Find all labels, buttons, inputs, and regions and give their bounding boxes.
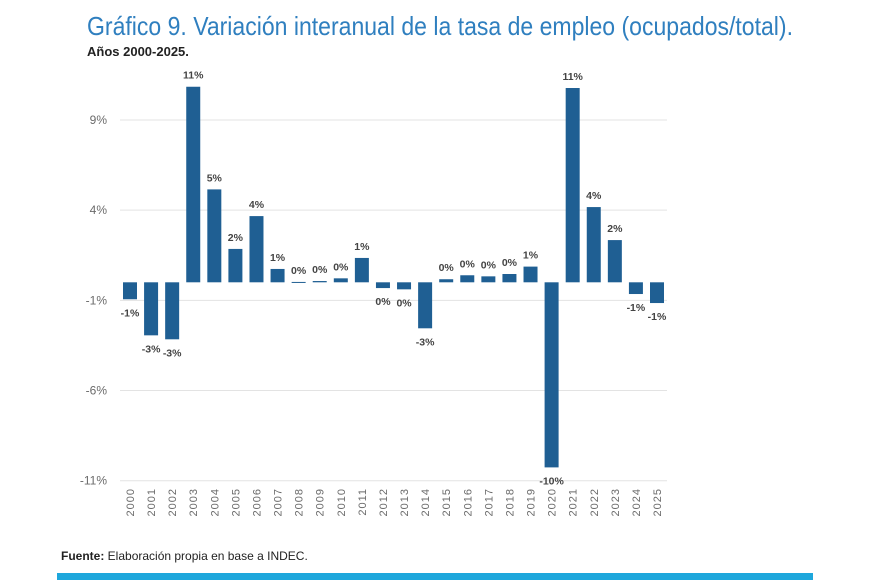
data-labels: -1%-3% -3%11%5%2%4%1%0% 0% 0%1%0% 0%-3%0% 0% 0… bbox=[121, 70, 667, 488]
bar-2021 bbox=[565, 88, 580, 283]
bar-2001 bbox=[144, 282, 159, 336]
data-label: -3% bbox=[163, 347, 182, 359]
y-tick-label: -1% bbox=[86, 293, 108, 307]
bar-2018 bbox=[502, 274, 517, 283]
x-axis: 2000 2001 2002 2003 2004 2005 2006 2007 2008 2009… bbox=[125, 488, 664, 516]
bar-2023 bbox=[607, 240, 622, 283]
source-text: Elaboración propia en base a INDEC. bbox=[104, 549, 307, 563]
x-tick-label: 2022 bbox=[589, 488, 601, 516]
data-label: 4% bbox=[586, 190, 602, 202]
x-tick-label: 2012 bbox=[378, 488, 390, 516]
data-label: 2% bbox=[607, 223, 623, 235]
x-tick-label: 2019 bbox=[526, 488, 538, 516]
x-tick-label: 2002 bbox=[167, 488, 179, 516]
data-label: 4% bbox=[249, 199, 265, 211]
gridlines bbox=[120, 119, 667, 482]
bar-2014 bbox=[418, 282, 433, 329]
bar-2009 bbox=[312, 281, 327, 283]
x-tick-label: 2024 bbox=[631, 488, 643, 516]
bar-2010 bbox=[333, 278, 348, 283]
data-label: 11% bbox=[183, 70, 204, 82]
x-tick-label: 2015 bbox=[441, 488, 453, 516]
x-tick-label: 2008 bbox=[294, 488, 306, 516]
x-tick-label: 2001 bbox=[146, 488, 158, 516]
bar-2013 bbox=[397, 282, 412, 290]
data-label: 0% bbox=[481, 259, 497, 271]
x-tick-label: 2010 bbox=[336, 488, 348, 516]
source-label: Fuente: bbox=[61, 549, 104, 563]
x-tick-label: 2007 bbox=[273, 488, 285, 516]
chart-title: Gráfico 9. Variación interanual de la ta… bbox=[87, 11, 793, 41]
footer-band bbox=[57, 573, 813, 580]
bar-2008 bbox=[291, 281, 306, 283]
bar-2007 bbox=[270, 268, 285, 283]
data-label: 1% bbox=[270, 252, 286, 264]
y-tick-label: -6% bbox=[86, 384, 108, 398]
data-label: 0% bbox=[333, 261, 349, 273]
y-tick-label: 9% bbox=[90, 113, 108, 127]
data-label: -1% bbox=[121, 307, 140, 319]
x-tick-label: 2011 bbox=[357, 488, 369, 516]
data-label: 1% bbox=[523, 250, 539, 262]
data-label: -3% bbox=[416, 336, 435, 348]
bar-2017 bbox=[481, 276, 496, 283]
x-tick-label: 2025 bbox=[652, 488, 664, 516]
bar-2019 bbox=[523, 266, 538, 283]
bar-2022 bbox=[586, 207, 601, 283]
x-tick-label: 2003 bbox=[188, 488, 200, 516]
x-tick-label: 2020 bbox=[547, 488, 559, 516]
y-tick-label: 4% bbox=[90, 203, 108, 217]
x-tick-label: 2014 bbox=[420, 488, 432, 516]
bars bbox=[123, 86, 664, 468]
bar-2012 bbox=[375, 282, 390, 289]
bar-2024 bbox=[628, 282, 643, 295]
data-label: 0% bbox=[439, 262, 455, 274]
data-label: -1% bbox=[648, 311, 667, 323]
bar-2000 bbox=[123, 282, 137, 300]
data-label: 2% bbox=[228, 232, 244, 244]
data-label: 5% bbox=[207, 172, 223, 184]
data-label: 0% bbox=[396, 297, 412, 309]
bar-2020 bbox=[544, 282, 559, 468]
data-label: 0% bbox=[291, 265, 307, 277]
data-label: 11% bbox=[562, 71, 583, 83]
bar-2016 bbox=[460, 275, 475, 283]
data-label: 0% bbox=[312, 264, 328, 276]
bar-2011 bbox=[354, 257, 369, 283]
bar-2025 bbox=[650, 282, 664, 304]
bar-2003 bbox=[186, 86, 201, 283]
x-tick-label: 2006 bbox=[251, 488, 263, 516]
bar-2004 bbox=[207, 189, 222, 283]
data-label: 1% bbox=[354, 241, 370, 253]
y-axis: 9% 4% -1% -6% -11% bbox=[80, 113, 107, 488]
x-tick-label: 2013 bbox=[399, 488, 411, 516]
x-tick-label: 2018 bbox=[504, 488, 516, 516]
chart-subtitle: Años 2000-2025. bbox=[87, 44, 189, 59]
x-tick-label: 2017 bbox=[483, 488, 495, 516]
x-tick-label: 2016 bbox=[462, 488, 474, 516]
data-label: 0% bbox=[460, 258, 476, 270]
bar-2006 bbox=[249, 216, 264, 283]
source-note: Fuente: Elaboración propia en base a IND… bbox=[61, 549, 308, 563]
bar-2005 bbox=[228, 248, 243, 283]
bar-2015 bbox=[439, 279, 454, 283]
data-label: 0% bbox=[502, 257, 518, 269]
x-tick-label: 2005 bbox=[230, 488, 242, 516]
x-tick-label: 2009 bbox=[315, 488, 327, 516]
data-label: -3% bbox=[142, 343, 161, 355]
x-tick-label: 2023 bbox=[610, 488, 622, 516]
data-label: -10% bbox=[539, 475, 564, 487]
x-tick-label: 2004 bbox=[209, 488, 221, 516]
data-label: -1% bbox=[627, 302, 646, 314]
bar-2002 bbox=[165, 282, 180, 340]
x-tick-label: 2000 bbox=[125, 488, 137, 516]
x-tick-label: 2021 bbox=[568, 488, 580, 516]
data-label: 0% bbox=[375, 296, 391, 308]
y-tick-label: -11% bbox=[80, 474, 107, 488]
